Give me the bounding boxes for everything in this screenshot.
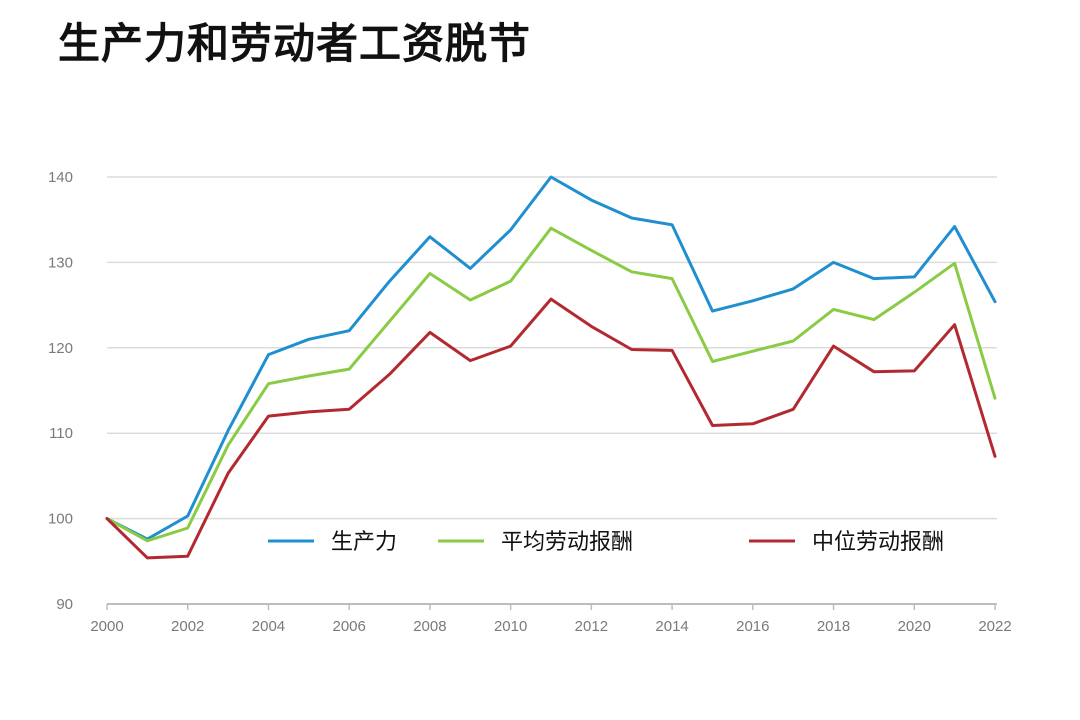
y-tick-label: 100: [48, 511, 73, 528]
x-tick-label: 2004: [252, 618, 285, 635]
x-tick-label: 2016: [736, 618, 769, 635]
x-tick-label: 2010: [494, 618, 527, 635]
series-line: [105, 297, 997, 560]
x-tick-label: 2018: [817, 618, 850, 635]
y-axis: 90 100 110 120 130 140: [48, 169, 73, 613]
legend: 生产力 平均劳动报酬 中位劳动报酬: [268, 530, 944, 555]
x-tick-label: 2020: [898, 618, 931, 635]
x-tick-label: 2014: [655, 618, 688, 635]
series-lines: [105, 175, 997, 560]
y-tick-label: 90: [56, 596, 73, 613]
y-tick-label: 120: [48, 340, 73, 357]
series-line: [105, 226, 997, 543]
x-tick-label: 2000: [90, 618, 123, 635]
series-line: [105, 175, 997, 541]
legend-label: 中位劳动报酬: [812, 530, 944, 555]
x-tick-label: 2008: [413, 618, 446, 635]
y-tick-label: 140: [48, 169, 73, 186]
legend-label: 平均劳动报酬: [501, 530, 633, 555]
x-tick-label: 2002: [171, 618, 204, 635]
chart-title: 生产力和劳动者工资脱节: [58, 19, 532, 68]
x-axis: 2000 2002 2004 2006 2008 2010 2012 2014 2016 2018…: [90, 604, 1012, 635]
y-tick-label: 110: [49, 425, 73, 442]
x-tick-label: 2012: [575, 618, 608, 635]
x-tick-label: 2006: [332, 618, 365, 635]
legend-label: 生产力: [331, 530, 397, 555]
y-tick-label: 130: [48, 254, 73, 271]
x-tick-label: 2022: [978, 618, 1011, 635]
